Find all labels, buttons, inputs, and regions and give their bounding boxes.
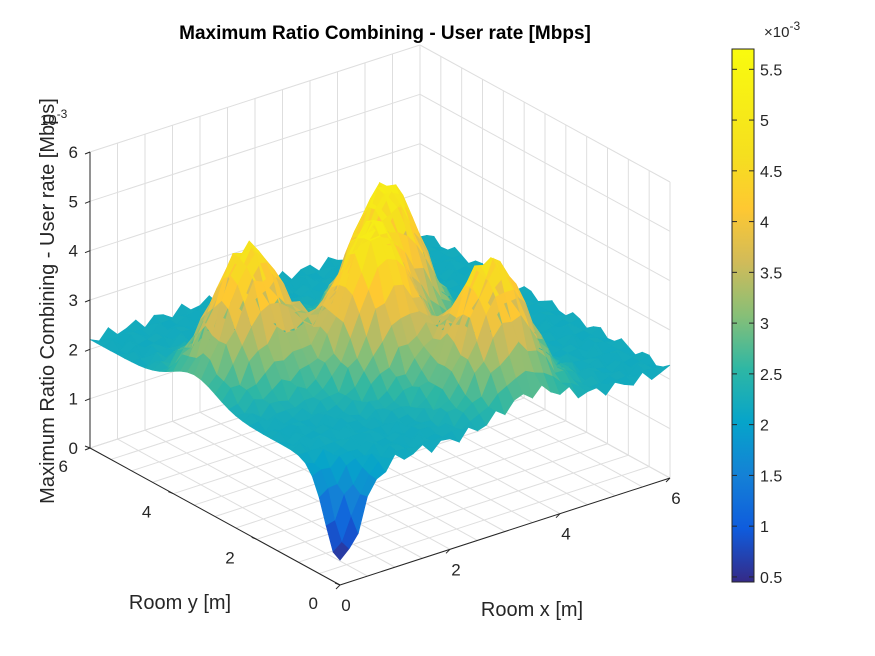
- colorbar-tick-label: 5.5: [760, 62, 782, 79]
- x-tick-label: 0: [341, 596, 350, 615]
- side-wall-gridline: [419, 192, 671, 331]
- x-axis-line: [339, 477, 671, 586]
- y-axis-line: [89, 447, 341, 586]
- y-tick-mark: [251, 536, 257, 540]
- z-tick-mark: [84, 151, 91, 155]
- x-tick-label: 2: [451, 560, 460, 579]
- surface-patch: [653, 364, 671, 373]
- side-wall-gridline: [419, 44, 671, 183]
- z-tick-label: 5: [69, 192, 78, 211]
- back-wall-gridline: [89, 143, 421, 252]
- colorbar-exponent: ×10-3: [764, 19, 800, 41]
- z-axis-exponent-power: -3: [57, 107, 68, 121]
- colorbar-tick-label: 1.5: [760, 468, 782, 485]
- x-tick-mark: [665, 477, 671, 483]
- y-tick-mark: [168, 491, 174, 495]
- x-tick-mark: [555, 513, 561, 519]
- x-tick-label: 6: [671, 489, 680, 508]
- z-tick-label: 1: [69, 390, 78, 409]
- z-tick-label: 4: [69, 242, 78, 261]
- colorbar-tick-label: 3: [760, 316, 769, 333]
- colorbar-tick-label: 2.5: [760, 367, 782, 384]
- z-tick-label: 0: [69, 439, 78, 458]
- y-tick-mark: [334, 582, 341, 586]
- colorbar-tick-label: 1: [760, 519, 769, 536]
- y-tick-label: 0: [309, 594, 318, 613]
- surface-plot: [89, 181, 671, 561]
- x-tick-mark: [335, 584, 341, 590]
- colorbar-tick-label: 2: [760, 418, 769, 435]
- side-wall-gridline: [419, 143, 671, 282]
- z-tick-mark: [84, 447, 91, 451]
- colorbar-exponent-prefix: ×10: [764, 24, 789, 41]
- x-tick-mark: [445, 548, 451, 554]
- colorbar: [731, 48, 755, 583]
- x-axis-label: Room x [m]: [481, 599, 583, 621]
- z-tick-mark: [84, 348, 91, 352]
- colorbar-ticks: 0.5 1 1.5 2 2.5 3 3.5 4 4.5 5 5.5: [732, 62, 782, 587]
- y-tick-mark: [84, 445, 91, 449]
- y-tick-label: 2: [225, 548, 234, 567]
- z-tick-mark: [84, 250, 91, 254]
- back-wall-gridline: [89, 44, 421, 153]
- side-wall-gridline: [419, 93, 671, 232]
- y-tick-label: 4: [142, 503, 151, 522]
- colorbar-tick-label: 3.5: [760, 265, 782, 282]
- y-axis-label: Room y [m]: [129, 592, 231, 614]
- y-tick-label: 6: [59, 457, 68, 476]
- z-tick-mark: [84, 398, 91, 402]
- x-tick-label: 4: [561, 525, 570, 544]
- chart-title: Maximum Ratio Combining - User rate [Mbp…: [179, 23, 591, 44]
- colorbar-tick-label: 5: [760, 113, 769, 130]
- z-tick-label: 6: [69, 143, 78, 162]
- colorbar-exponent-power: -3: [789, 19, 800, 33]
- colorbar-tick-label: 4: [760, 215, 769, 232]
- back-wall-gridline: [89, 93, 421, 202]
- colorbar-tick-label: 4.5: [760, 164, 782, 181]
- z-tick-mark: [84, 200, 91, 204]
- z-tick-label: 3: [69, 291, 78, 310]
- colorbar-tick-label: 0.5: [760, 570, 782, 587]
- z-axis-label: Maximum Ratio Combining - User rate [Mbp…: [37, 98, 59, 504]
- z-tick-mark: [84, 299, 91, 303]
- z-tick-label: 2: [69, 340, 78, 359]
